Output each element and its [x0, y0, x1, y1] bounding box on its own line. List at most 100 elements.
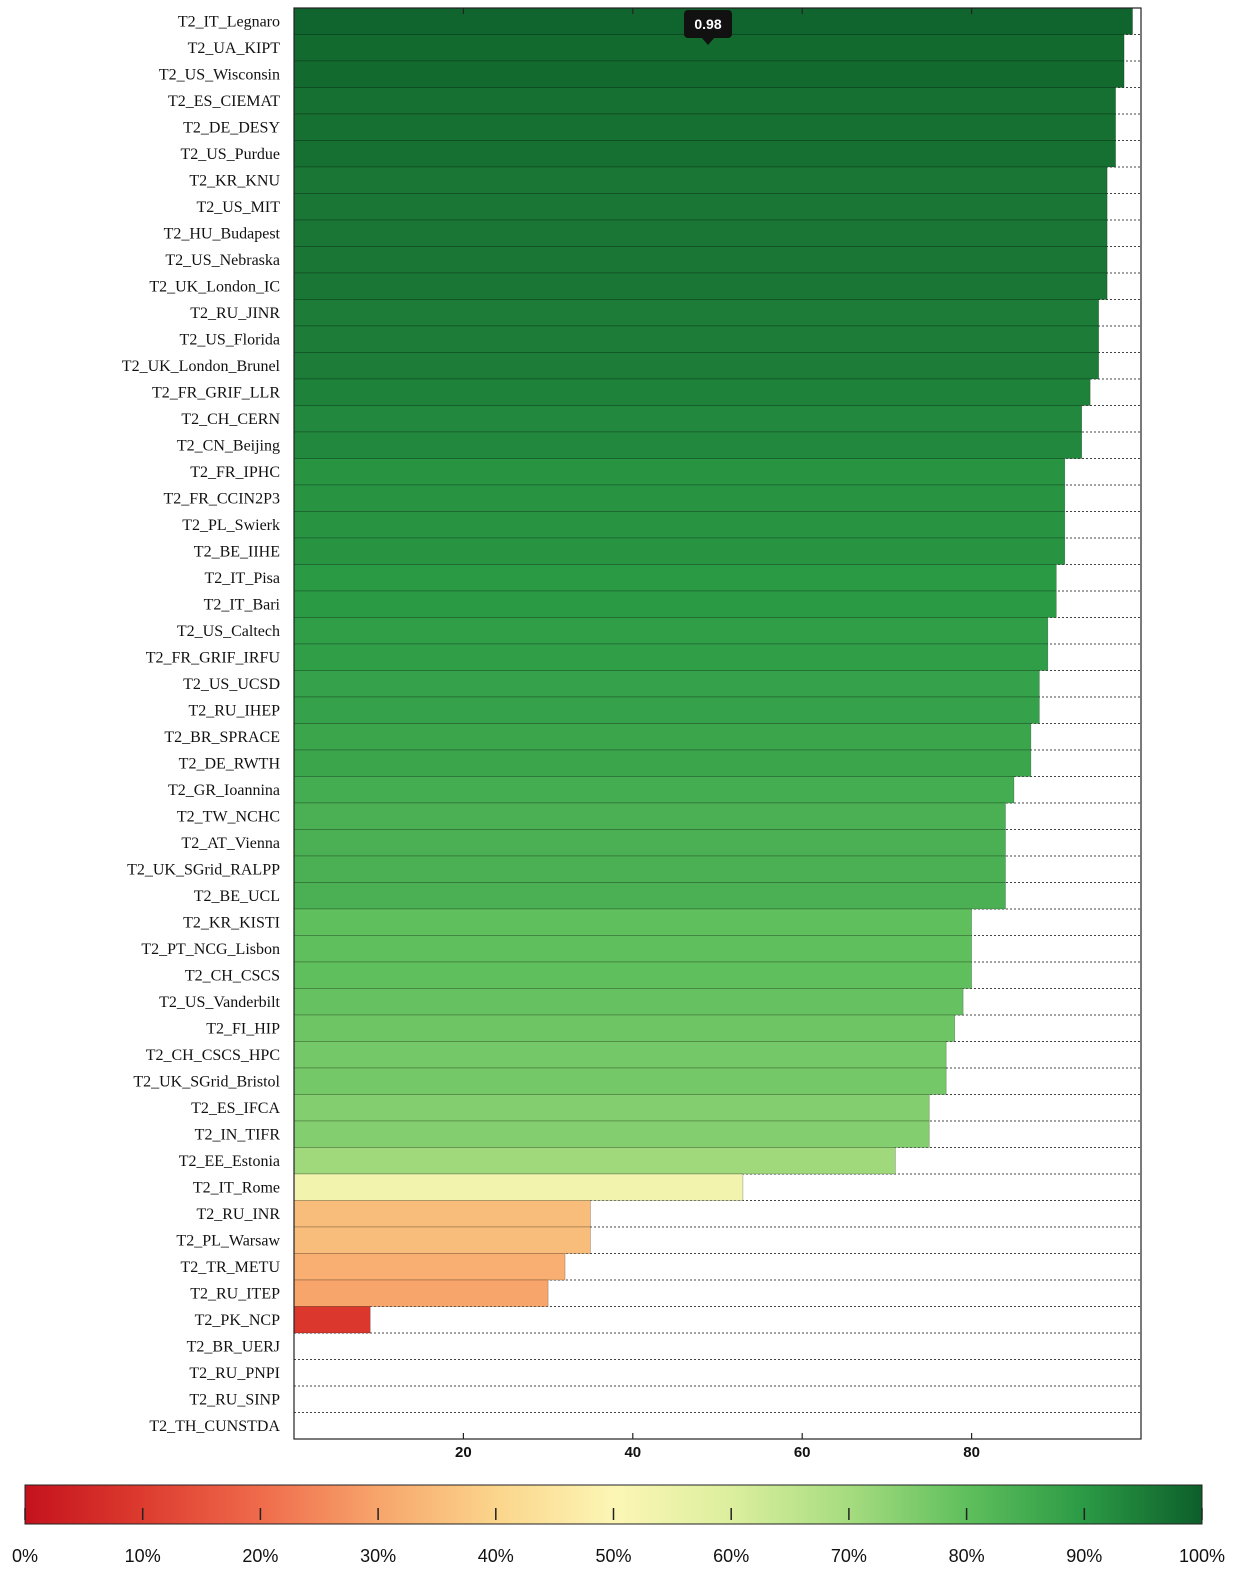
bar-t2-us-nebraska[interactable]: [293, 246, 1108, 274]
bar-t2-de-rwth[interactable]: [293, 749, 1032, 777]
bar-t2-ru-jinr[interactable]: [293, 299, 1099, 327]
category-label: T2_PT_NCG_Lisbon: [141, 941, 280, 958]
plot-frame: [293, 7, 1142, 1440]
category-label: T2_GR_Ioannina: [168, 782, 280, 799]
category-label: T2_BE_IIHE: [194, 543, 280, 560]
colorbar-tick-label: 10%: [125, 1546, 161, 1566]
category-label: T2_US_Wisconsin: [159, 66, 280, 83]
category-label: T2_UK_SGrid_RALPP: [127, 861, 280, 878]
x-tick-label: 60: [794, 1444, 811, 1461]
category-label: T2_PK_NCP: [195, 1312, 280, 1329]
bar-t2-be-iihe[interactable]: [293, 537, 1066, 565]
x-axis-ticks: 20 40 60 80: [455, 8, 980, 1461]
bar-t2-de-desy[interactable]: [293, 113, 1116, 141]
colorbar-tick-label: 30%: [360, 1546, 396, 1566]
bar-t2-us-purdue[interactable]: [293, 140, 1116, 168]
bar-t2-br-sprace[interactable]: [293, 723, 1032, 751]
bar-t2-es-ifca[interactable]: [293, 1094, 930, 1122]
bar-t2-us-caltech[interactable]: [293, 617, 1049, 645]
category-label: T2_UK_London_IC: [149, 278, 280, 295]
category-label: T2_CH_CERN: [181, 411, 280, 428]
bar-t2-us-ucsd[interactable]: [293, 670, 1040, 698]
category-label: T2_DE_DESY: [183, 119, 280, 136]
bar-t2-ru-inr[interactable]: [293, 1200, 591, 1228]
category-label: T2_CH_CSCS_HPC: [146, 1047, 280, 1064]
colorbar-tick-label: 60%: [713, 1546, 749, 1566]
bar-t2-uk-london-ic[interactable]: [293, 272, 1108, 300]
bar-t2-ru-itep[interactable]: [293, 1279, 549, 1307]
category-label: T2_RU_INR: [196, 1206, 280, 1223]
bar-t2-pl-swierk[interactable]: [293, 511, 1066, 539]
bar-t2-fr-grif-irfu[interactable]: [293, 643, 1049, 671]
category-label: T2_PL_Swierk: [182, 517, 280, 534]
bar-t2-us-florida[interactable]: [293, 325, 1099, 353]
bar-t2-cn-beijing[interactable]: [293, 431, 1083, 459]
bar-t2-gr-ioannina[interactable]: [293, 776, 1015, 804]
category-label: T2_EE_Estonia: [179, 1153, 280, 1170]
bar-t2-fr-ccin2p3[interactable]: [293, 484, 1066, 512]
category-label: T2_IT_Pisa: [204, 570, 280, 587]
bar-t2-fi-hip[interactable]: [293, 1014, 955, 1042]
category-label: T2_RU_SINP: [189, 1391, 280, 1408]
colorbar-tick-label: 90%: [1066, 1546, 1102, 1566]
category-label: T2_KR_KNU: [189, 172, 280, 189]
category-label: T2_FR_CCIN2P3: [164, 490, 280, 507]
colorbar-tick-label: 100%: [1179, 1546, 1225, 1566]
category-label: T2_ES_CIEMAT: [168, 93, 280, 110]
bar-t2-pt-ncg-lisbon[interactable]: [293, 935, 972, 963]
bar-t2-uk-sgrid-bristol[interactable]: [293, 1067, 947, 1095]
category-label: T2_US_MIT: [196, 199, 280, 216]
category-label: T2_RU_JINR: [190, 305, 280, 322]
bar-t2-kr-knu[interactable]: [293, 166, 1108, 194]
bar-t2-tr-metu[interactable]: [293, 1253, 566, 1281]
category-label: T2_US_UCSD: [183, 676, 280, 693]
category-label: T2_PL_Warsaw: [176, 1232, 280, 1249]
category-label: T2_US_Vanderbilt: [159, 994, 280, 1011]
bar-t2-ch-cscs-hpc[interactable]: [293, 1041, 947, 1069]
bar-t2-be-ucl[interactable]: [293, 882, 1006, 910]
colorbar-tick-label: 80%: [949, 1546, 985, 1566]
bar-t2-fr-grif-llr[interactable]: [293, 378, 1091, 406]
bar-t2-ch-cern[interactable]: [293, 405, 1083, 433]
bar-t2-pk-ncp[interactable]: [293, 1306, 371, 1334]
category-label: T2_UK_SGrid_Bristol: [133, 1073, 280, 1090]
bar-t2-it-bari[interactable]: [293, 590, 1057, 618]
bar-t2-uk-sgrid-ralpp[interactable]: [293, 855, 1006, 883]
bar-t2-ru-ihep[interactable]: [293, 696, 1040, 724]
bar-t2-it-pisa[interactable]: [293, 564, 1057, 592]
category-label: T2_KR_KISTI: [183, 914, 280, 931]
category-label: T2_US_Caltech: [177, 623, 280, 640]
bar-t2-ch-cscs[interactable]: [293, 961, 972, 989]
bar-t2-kr-kisti[interactable]: [293, 908, 972, 936]
category-label: T2_CH_CSCS: [185, 967, 280, 984]
x-tick-label: 40: [624, 1444, 641, 1461]
category-label: T2_BR_UERJ: [187, 1338, 280, 1355]
bar-t2-hu-budapest[interactable]: [293, 219, 1108, 247]
colorbar: 0% 10% 20% 30% 40% 50% 60% 70% 80% 90% 100%: [12, 1484, 1225, 1566]
category-label: T2_RU_ITEP: [190, 1285, 280, 1302]
bar-t2-ee-estonia[interactable]: [293, 1147, 896, 1175]
category-label: T2_AT_Vienna: [181, 835, 280, 852]
bar-t2-us-mit[interactable]: [293, 193, 1108, 221]
bar-t2-us-vanderbilt[interactable]: [293, 988, 964, 1016]
bar-t2-in-tifr[interactable]: [293, 1120, 930, 1148]
category-label: T2_RU_PNPI: [189, 1365, 280, 1382]
category-label: T2_DE_RWTH: [179, 755, 281, 772]
bar-t2-es-ciemat[interactable]: [293, 87, 1116, 115]
bar-t2-pl-warsaw[interactable]: [293, 1226, 591, 1254]
category-label: T2_TH_CUNSTDA: [149, 1418, 280, 1435]
tooltip-value: 0.98: [694, 16, 721, 32]
category-label: T2_FR_GRIF_LLR: [152, 384, 280, 401]
x-tick-label: 80: [963, 1444, 980, 1461]
bar-t2-us-wisconsin[interactable]: [293, 60, 1125, 88]
bar-t2-it-rome[interactable]: [293, 1173, 744, 1201]
bar-t2-at-vienna[interactable]: [293, 829, 1006, 857]
colorbar-tick-label: 0%: [12, 1546, 38, 1566]
bar-t2-fr-iphc[interactable]: [293, 458, 1066, 486]
bar-t2-uk-london-brunel[interactable]: [293, 352, 1099, 380]
bars: [293, 7, 1133, 1334]
bar-t2-tw-nchc[interactable]: [293, 802, 1006, 830]
category-label: T2_IT_Rome: [193, 1179, 280, 1196]
tooltip-box: [684, 10, 732, 38]
